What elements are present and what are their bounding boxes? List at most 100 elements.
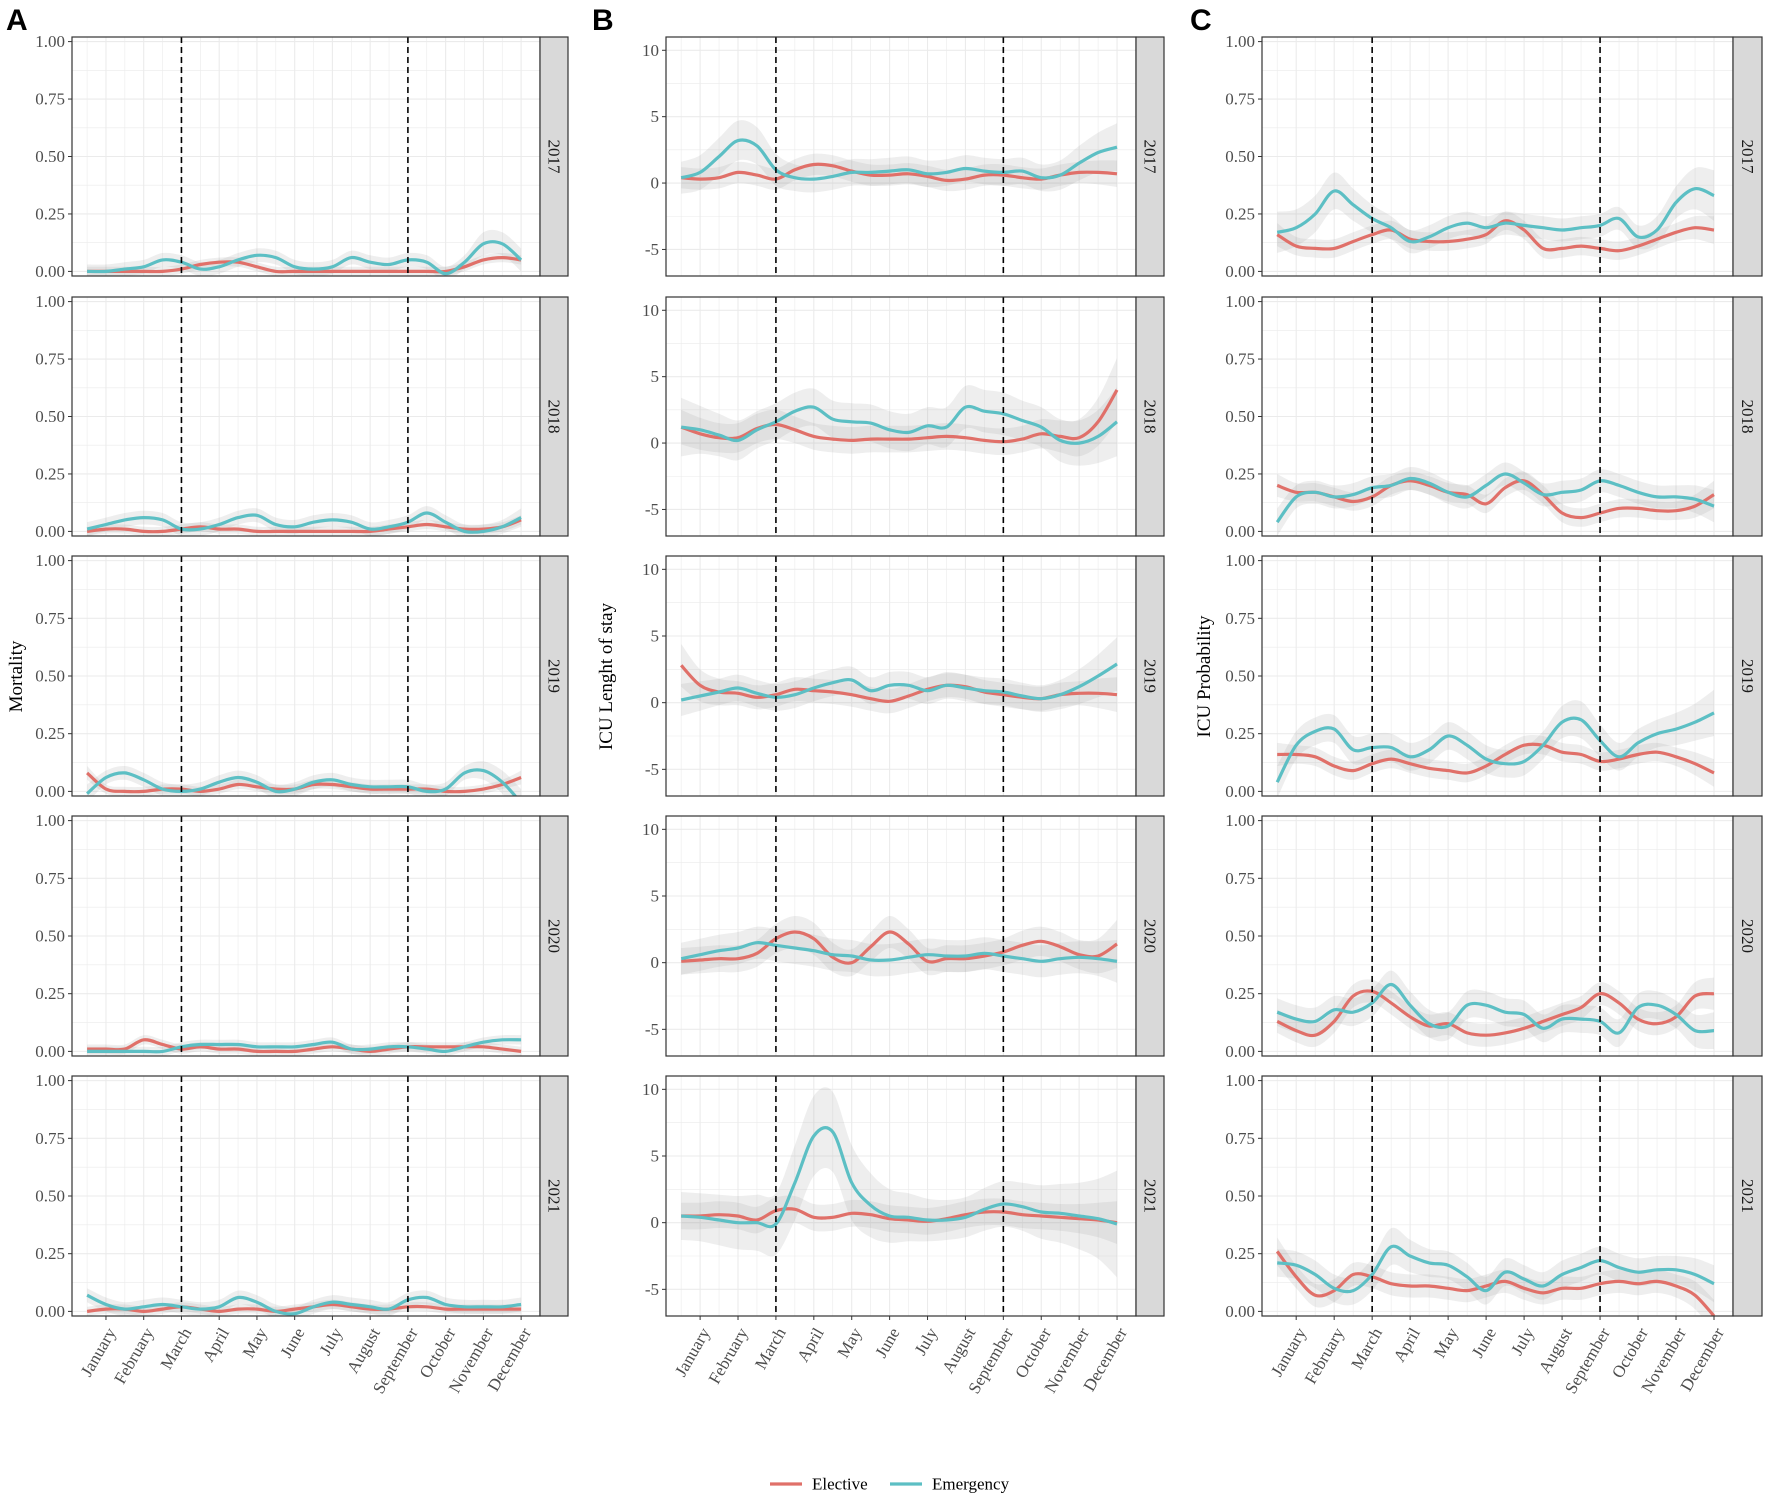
facet-2018: 2018 0.00 0.25 0.50 0.75 1.00 [35,292,569,541]
facet-series [1275,462,1715,536]
y-tick-label: 10 [642,560,659,579]
y-tick-label: 1.00 [35,1071,65,1090]
x-tick-label-april: April [793,1324,828,1365]
facet-2018: 2018 0.00 0.25 0.50 0.75 1.00 [1225,292,1763,541]
y-tick-label: 0.75 [1225,869,1255,888]
facet-series [86,761,522,796]
emergency-line [1277,1244,1715,1294]
facet-strip [1732,555,1763,797]
y-tick-label: 0.75 [35,609,65,628]
y-tick-label: 0 [651,1213,660,1232]
y-tick-label: 1.00 [35,551,65,570]
facet-strip-label: 2019 [1141,659,1160,693]
facet-strip-label: 2018 [1738,400,1757,434]
y-tick-label: 5 [651,367,660,386]
legend-label: Emergency [932,1475,1010,1494]
facet-strip [1732,815,1763,1057]
x-tick-label-may: May [239,1324,271,1361]
panel-letter: C [1190,4,1212,37]
facet-2020: 2020 0.00 0.25 0.50 0.75 1.00 [1225,811,1763,1061]
facet-series [87,1035,522,1056]
gridlines [72,1076,540,1316]
x-tick-label-may: May [834,1324,866,1361]
elective-line [86,1302,522,1313]
legend-item-emergency: Emergency [890,1475,1010,1494]
facet-2017: 2017 0.00 0.25 0.50 0.75 1.00 [35,32,569,281]
y-tick-label: 0.75 [1225,1129,1255,1148]
facet-strip-label: 2017 [545,140,564,175]
facet-strip-label: 2019 [545,659,564,693]
elective-line [1276,989,1715,1038]
facet-strip [1135,555,1165,797]
y-tick-label: -5 [645,760,659,779]
elective-line [681,930,1118,965]
y-tick-label: 5 [651,107,660,126]
elective-line [86,518,522,534]
y-tick-label: 0.00 [35,1302,65,1321]
facet-strip-label: 2021 [545,1179,564,1213]
y-tick-label: 0 [651,174,660,193]
y-tick-label: 0.50 [35,147,65,166]
facet-strip [1135,296,1165,537]
y-tick-label: 0.25 [1225,724,1255,743]
x-tick-label-june: June [1468,1325,1500,1361]
facet-strip-label: 2019 [1738,659,1757,693]
y-tick-label: 0.75 [35,869,65,888]
gridlines [666,37,1136,276]
y-tick-label: 0.50 [1225,927,1255,946]
y-tick-label: 0 [651,693,660,712]
facet-strip-label: 2017 [1738,140,1757,175]
emergency-line [680,941,1118,963]
panel-a: A Mortality 2017 0.00 0.25 0.50 0.75 1.00 2018 0.… [6,4,569,1397]
y-tick-label: 1.00 [35,292,65,311]
x-tick-label-april: April [1390,1324,1425,1365]
facet-2018: 2018 -5 0 5 10 [642,296,1165,537]
x-tick-label-march: March [1347,1324,1386,1372]
facet-series [1276,167,1715,260]
elective-confidence-band [681,358,1117,457]
legend-item-elective: Elective [770,1475,868,1494]
y-tick-label: 0.00 [1225,1042,1255,1061]
y-tick-label: 1.00 [1225,32,1255,51]
facet-2017: 2017 0.00 0.25 0.50 0.75 1.00 [1225,32,1763,281]
gridlines [666,816,1136,1056]
facet-strip-label: 2021 [1738,1179,1757,1213]
plot-background [666,556,1136,796]
facet-strip [1135,1075,1165,1317]
facet-series [86,506,522,536]
facet-2020: 2020 0.00 0.25 0.50 0.75 1.00 [35,811,569,1061]
gridlines [666,1076,1136,1316]
y-tick-label: 0 [651,953,660,972]
facet-series [680,915,1118,983]
emergency-line [86,1293,522,1316]
y-axis-title: Mortality [6,640,27,712]
facet-series [1275,1227,1716,1316]
legend-label: Elective [812,1475,868,1494]
y-tick-label: 0.25 [35,464,65,483]
y-tick-label: 1.00 [1225,551,1255,570]
y-tick-label: 0.00 [1225,262,1255,281]
facet-strip [539,815,569,1057]
y-tick-label: 0.50 [1225,667,1255,686]
gridlines [72,297,540,536]
y-tick-label: 0.25 [1225,464,1255,483]
facet-strip [1135,36,1165,277]
y-tick-label: 0.50 [1225,1187,1255,1206]
y-tick-label: 0.25 [35,724,65,743]
y-tick-label: 1.00 [35,32,65,51]
y-tick-label: 0.00 [35,522,65,541]
facet-strip [1135,815,1165,1057]
y-tick-label: -5 [645,1020,659,1039]
y-tick-label: 0.25 [1225,984,1255,1003]
y-tick-label: 5 [651,887,660,906]
emergency-line [1276,187,1715,244]
y-tick-label: 0.75 [35,1129,65,1148]
y-tick-label: 5 [651,1147,660,1166]
facet-strip-label: 2017 [1141,140,1160,175]
y-tick-label: 0.00 [1225,522,1255,541]
facet-2019: 2019 0.00 0.25 0.50 0.75 1.00 [35,551,569,801]
emergency-line [87,1038,522,1054]
panel-letter: A [6,4,28,37]
plot-background [666,37,1136,276]
